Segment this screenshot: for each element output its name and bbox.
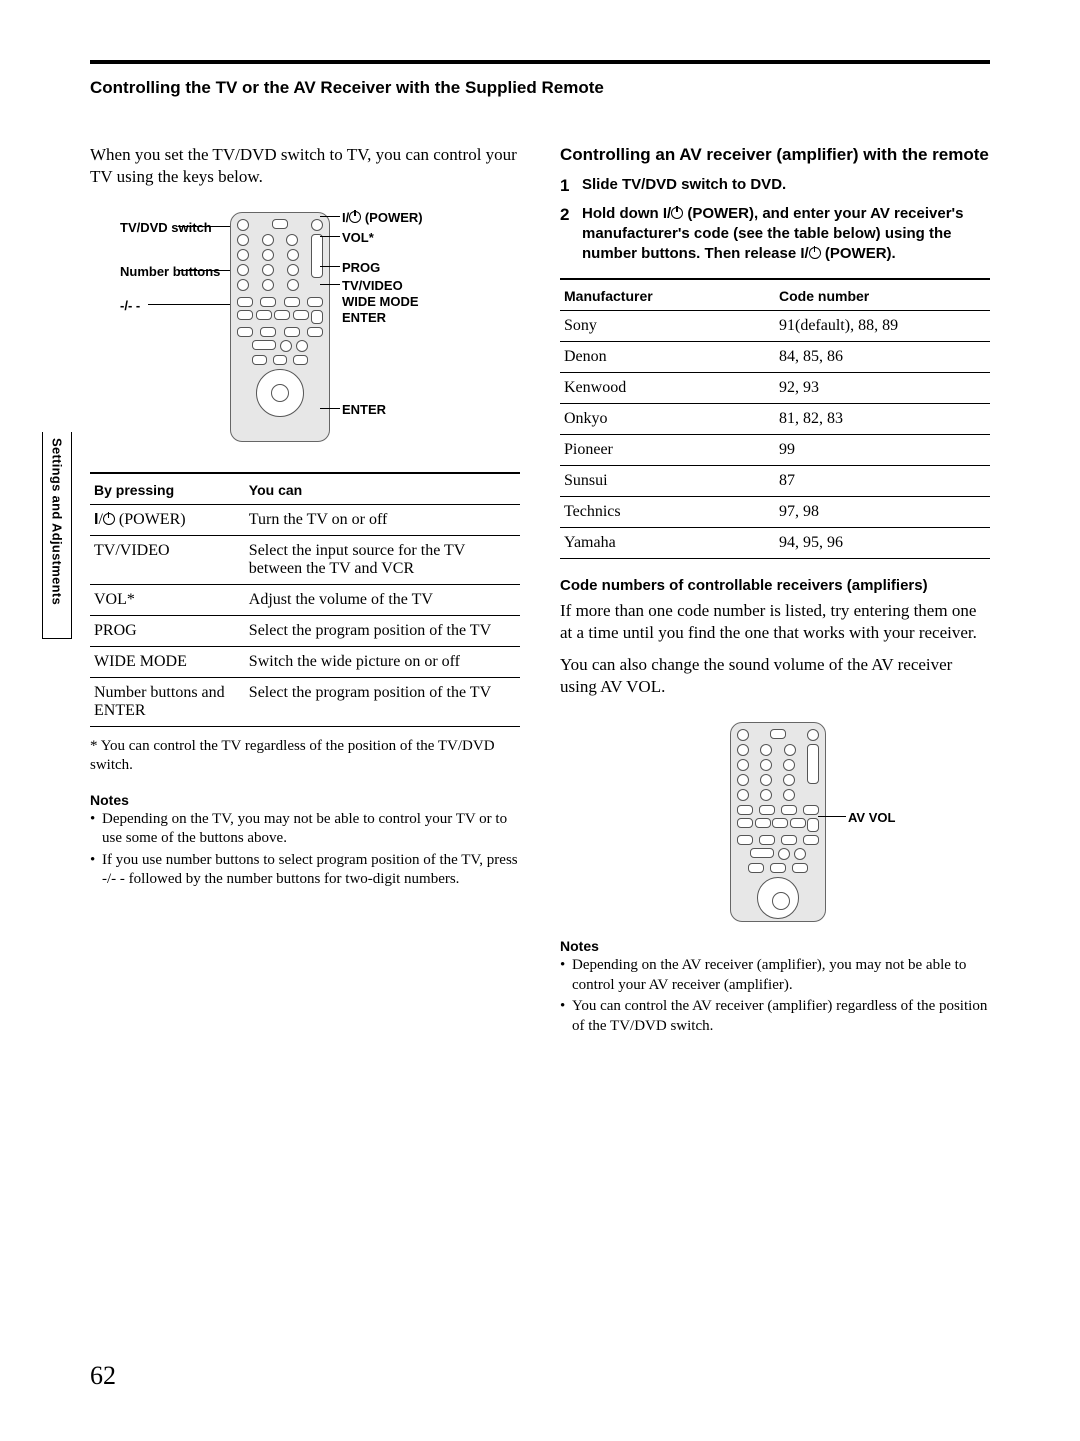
col-header-manufacturer: Manufacturer (560, 279, 775, 311)
col-header-code: Code number (775, 279, 990, 311)
columns: When you set the TV/DVD switch to TV, yo… (90, 144, 990, 1038)
step-item: Slide TV/DVD switch to DVD. (560, 175, 990, 195)
table-row: Pioneer99 (560, 435, 990, 466)
note-item: Depending on the TV, you may not be able… (90, 810, 520, 849)
power-icon (671, 207, 683, 219)
table-row: Sony91(default), 88, 89 (560, 311, 990, 342)
page-number: 62 (90, 1361, 116, 1391)
col-header-you-can: You can (245, 473, 520, 505)
note-item: You can control the AV receiver (amplifi… (560, 997, 990, 1036)
table-row: I/ (POWER)Turn the TV on or off (90, 504, 520, 535)
remote-figure-2: AV VOL (560, 712, 990, 922)
remote-body (730, 722, 826, 922)
power-icon (809, 247, 821, 259)
table-row: Technics97, 98 (560, 497, 990, 528)
table-row: Yamaha94, 95, 96 (560, 528, 990, 559)
intro-text: When you set the TV/DVD switch to TV, yo… (90, 144, 520, 188)
note-item: Depending on the AV receiver (amplifier)… (560, 956, 990, 995)
table-row: WIDE MODESwitch the wide picture on or o… (90, 646, 520, 677)
notes-heading-right: Notes (560, 938, 990, 954)
power-icon (349, 211, 361, 223)
table-row: Kenwood92, 93 (560, 373, 990, 404)
power-icon (103, 513, 115, 525)
label-power: I/ (POWER) (342, 210, 423, 226)
sub-heading: Code numbers of controllable receivers (… (560, 577, 990, 596)
table-row: PROGSelect the program position of the T… (90, 615, 520, 646)
label-widemode: WIDE MODE (342, 294, 419, 310)
vol-text: You can also change the sound volume of … (560, 654, 990, 698)
button-function-table: By pressing You can I/ (POWER)Turn the T… (90, 472, 520, 727)
table-row: VOL*Adjust the volume of the TV (90, 584, 520, 615)
notes-list-left: Depending on the TV, you may not be able… (90, 810, 520, 890)
table-row: Onkyo81, 82, 83 (560, 404, 990, 435)
label-number: Number buttons (120, 264, 220, 280)
table-row: TV/VIDEOSelect the input source for the … (90, 535, 520, 584)
sub-text: If more than one code number is listed, … (560, 600, 990, 644)
table-row: Number buttons and ENTERSelect the progr… (90, 677, 520, 726)
label-vol: VOL* (342, 230, 374, 246)
label-prog: PROG (342, 260, 380, 276)
steps-list: Slide TV/DVD switch to DVD. Hold down I/… (560, 175, 990, 264)
page-title: Controlling the TV or the AV Receiver wi… (90, 78, 990, 98)
notes-heading-left: Notes (90, 792, 520, 808)
notes-list-right: Depending on the AV receiver (amplifier)… (560, 956, 990, 1036)
remote-body (230, 212, 330, 442)
side-tab: Settings and Adjustments (42, 432, 72, 639)
table-row: Denon84, 85, 86 (560, 342, 990, 373)
table-row: Sunsui87 (560, 466, 990, 497)
note-item: If you use number buttons to select prog… (90, 851, 520, 890)
code-table: Manufacturer Code number Sony91(default)… (560, 278, 990, 559)
label-enter-2: ENTER (342, 402, 386, 418)
step-item: Hold down I/ (POWER), and enter your AV … (560, 204, 990, 265)
label-tvvideo: TV/VIDEO (342, 278, 403, 294)
label-tv-dvd: TV/DVD switch (120, 220, 212, 236)
label-av-vol: AV VOL (848, 810, 895, 826)
right-heading: Controlling an AV receiver (amplifier) w… (560, 144, 990, 165)
label-enter-1: ENTER (342, 310, 386, 326)
top-rule (90, 60, 990, 64)
col-header-by-pressing: By pressing (90, 473, 245, 505)
right-column: Controlling an AV receiver (amplifier) w… (560, 144, 990, 1038)
label-dash: -/- - (120, 298, 140, 314)
page: Settings and Adjustments Controlling the… (0, 0, 1080, 1441)
left-column: When you set the TV/DVD switch to TV, yo… (90, 144, 520, 1038)
footnote: * You can control the TV regardless of t… (90, 737, 520, 776)
remote-figure-1: TV/DVD switch Number buttons -/- - I/ (P… (90, 202, 520, 462)
